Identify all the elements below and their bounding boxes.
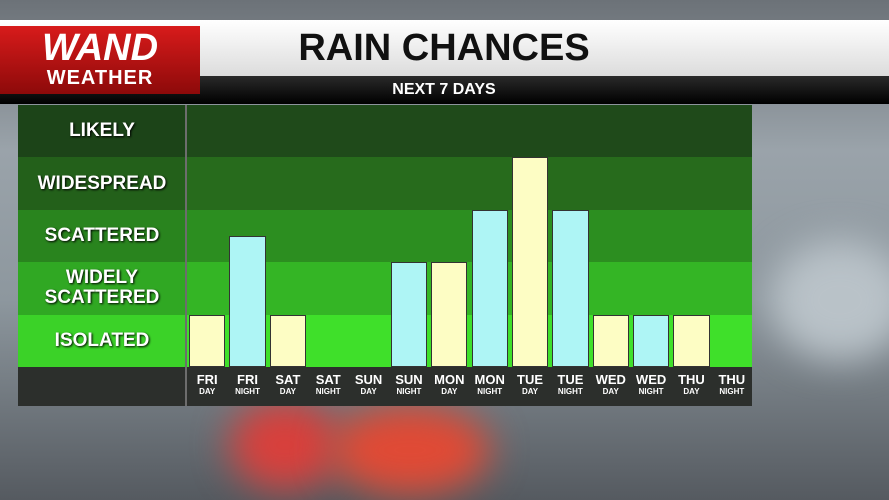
x-tick-label: MON bbox=[474, 372, 505, 387]
x-tick-sublabel: DAY bbox=[279, 387, 296, 396]
x-tick-label: MON DAY bbox=[429, 372, 469, 397]
x-tick-label: THU NIGHT bbox=[712, 372, 752, 397]
bar bbox=[269, 314, 307, 367]
y-band bbox=[18, 314, 185, 367]
background-blur bbox=[230, 400, 340, 490]
x-tick-sublabel: DAY bbox=[521, 387, 539, 396]
x-tick-label: FRI DAY bbox=[187, 372, 227, 397]
x-tick-label: THU bbox=[678, 372, 705, 387]
bar bbox=[632, 314, 670, 367]
x-tick-label: TUE NIGHT bbox=[550, 372, 590, 397]
bar bbox=[431, 262, 468, 367]
x-tick-label: WED bbox=[635, 372, 667, 387]
grid-band bbox=[187, 262, 752, 315]
grid-band bbox=[187, 209, 752, 263]
x-tick-label: SAT DAY bbox=[268, 372, 308, 397]
x-tick-sublabel: NIGHT bbox=[396, 387, 422, 396]
x-tick-label: WED NIGHT bbox=[631, 372, 671, 397]
logo bbox=[0, 26, 200, 94]
x-tick-label: THU bbox=[718, 372, 746, 387]
background-blur bbox=[330, 405, 490, 495]
x-axis-band bbox=[18, 367, 752, 406]
x-tick-label: FRI NIGHT bbox=[227, 372, 267, 397]
bar bbox=[229, 236, 266, 367]
axis-line bbox=[185, 105, 187, 406]
bar bbox=[673, 314, 710, 367]
y-tick-label: ISOLATED bbox=[54, 329, 150, 351]
bar bbox=[511, 157, 549, 367]
x-tick-sublabel: NIGHT bbox=[235, 387, 260, 396]
bar bbox=[390, 262, 428, 367]
x-tick-label: SAT bbox=[275, 372, 301, 387]
x-tick-label: MON bbox=[434, 372, 465, 387]
y-band bbox=[18, 262, 185, 315]
y-tick-label: WIDESPREAD bbox=[37, 172, 167, 194]
x-tick-label: FRI bbox=[196, 372, 218, 387]
x-tick-sublabel: DAY bbox=[199, 387, 216, 396]
x-tick-sublabel: NIGHT bbox=[719, 387, 745, 396]
background-blur bbox=[770, 240, 889, 360]
x-tick-sublabel: NIGHT bbox=[638, 387, 664, 396]
subtitle: NEXT 7 DAYS bbox=[392, 81, 496, 98]
x-tick-label: SUN bbox=[395, 372, 423, 387]
y-tick-label: SCATTERED bbox=[44, 224, 160, 246]
x-tick-label: SAT NIGHT bbox=[308, 372, 348, 397]
bar bbox=[592, 314, 629, 367]
bar bbox=[189, 314, 226, 367]
x-tick-label: TUE bbox=[557, 372, 584, 387]
y-band bbox=[18, 157, 185, 210]
bar bbox=[552, 209, 589, 367]
grid-band bbox=[187, 157, 752, 210]
x-tick-sublabel: NIGHT bbox=[557, 387, 583, 396]
x-tick-label: MON NIGHT bbox=[470, 372, 510, 397]
y-tick-label: LIKELY bbox=[69, 120, 135, 142]
x-tick-label: TUE bbox=[517, 372, 544, 387]
x-tick-sublabel: DAY bbox=[683, 387, 700, 396]
x-tick-label: WED bbox=[595, 372, 626, 387]
y-band bbox=[18, 209, 185, 263]
x-tick-label: THU DAY bbox=[671, 372, 711, 397]
x-tick-label: FRI bbox=[237, 372, 258, 387]
x-tick-label: SUN bbox=[354, 372, 383, 387]
grid-band bbox=[187, 105, 752, 158]
title: RAIN CHANCES bbox=[298, 27, 590, 69]
y-band bbox=[18, 105, 185, 158]
logo-text: WEATHER bbox=[46, 67, 154, 89]
x-tick-sublabel: DAY bbox=[602, 387, 619, 396]
logo-text: WAND bbox=[41, 27, 159, 69]
x-tick-sublabel: DAY bbox=[441, 387, 458, 396]
x-tick-label: SUN NIGHT bbox=[389, 372, 429, 397]
x-tick-sublabel: NIGHT bbox=[477, 387, 503, 396]
bar bbox=[471, 209, 508, 367]
x-tick-label: TUE DAY bbox=[510, 372, 550, 397]
x-tick-sublabel: DAY bbox=[360, 387, 377, 396]
x-tick-label: WED DAY bbox=[591, 372, 631, 397]
x-tick-sublabel: NIGHT bbox=[315, 387, 341, 396]
x-tick-label: SUN DAY bbox=[348, 372, 388, 397]
y-tick-label: WIDELY SCATTERED bbox=[44, 267, 160, 309]
x-tick-label: SAT bbox=[315, 372, 341, 387]
